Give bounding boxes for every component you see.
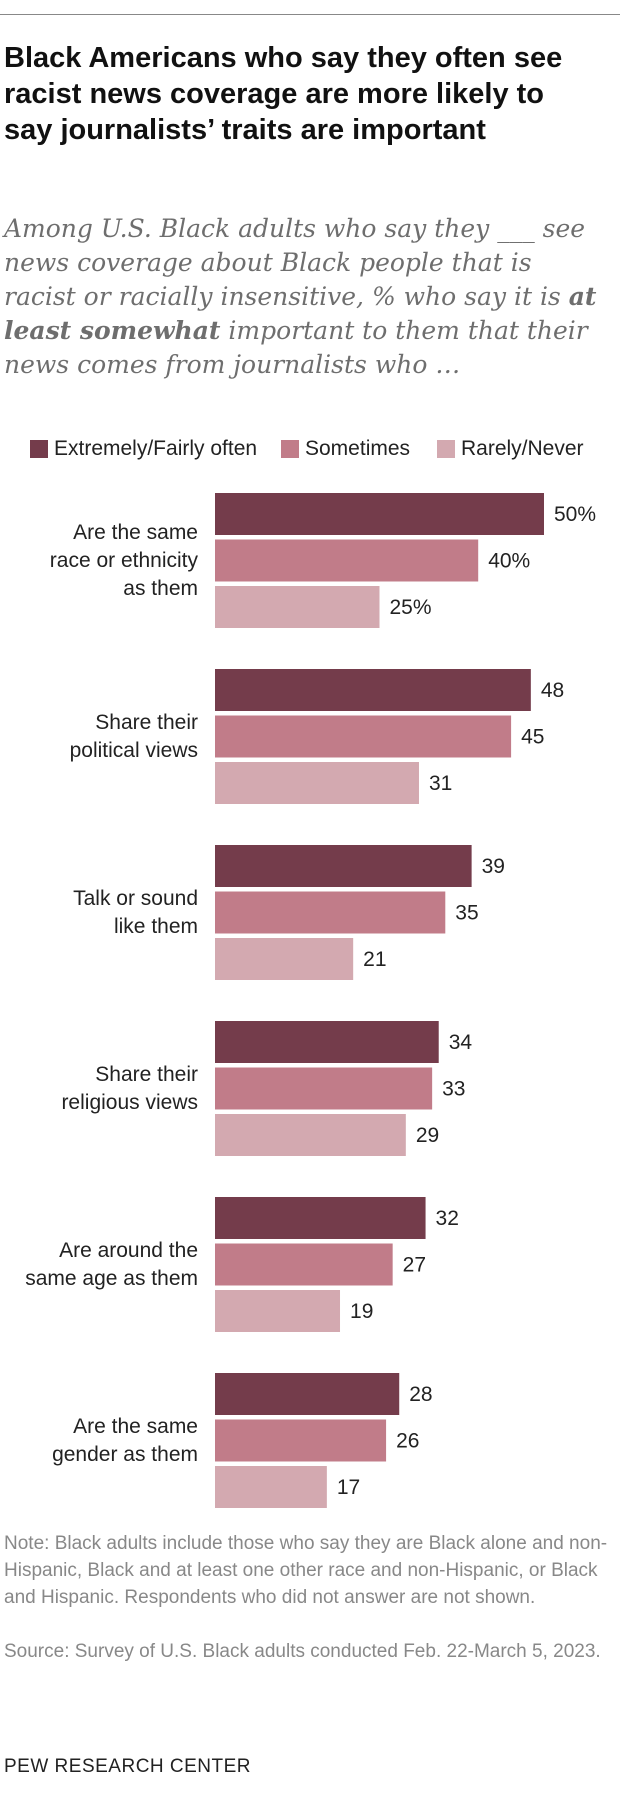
bar [215, 715, 512, 758]
legend-swatch [30, 440, 48, 458]
data-label: 26 [396, 1430, 419, 1453]
top-rule [0, 14, 620, 15]
category-label-line: Share their [95, 710, 198, 734]
legend-item-extremely-fairly-often: Extremely/Fairly often [30, 432, 257, 466]
bar-group: 50% 40% 25% [215, 493, 596, 628]
bar [215, 1290, 341, 1332]
data-label: 35 [455, 902, 478, 925]
category-label: Share their religious views [8, 1061, 198, 1117]
data-label: 48 [541, 679, 564, 702]
bar [215, 586, 380, 628]
legend-item-rarely-never: Rarely/Never [437, 432, 584, 466]
bar [215, 1067, 433, 1110]
data-label: 28 [409, 1383, 432, 1406]
bar [215, 845, 472, 887]
bar [215, 891, 446, 934]
data-label: 17 [337, 1476, 360, 1499]
category-label-line: as them [123, 576, 198, 600]
bar [215, 1419, 387, 1462]
bar [215, 1466, 327, 1508]
category-label-line: same age as them [25, 1266, 198, 1290]
category-label: Are the same gender as them [8, 1413, 198, 1469]
bar [215, 1373, 400, 1415]
legend-swatch [437, 440, 455, 458]
brand-logo-text: PEW RESEARCH CENTER [4, 1756, 252, 1777]
bar [215, 669, 531, 711]
legend-label: Sometimes [305, 437, 411, 460]
bar [215, 762, 419, 804]
data-label: 25% [390, 596, 432, 619]
bar [215, 493, 544, 535]
legend-swatch [281, 440, 299, 458]
data-label: 29 [416, 1124, 439, 1147]
data-label: 27 [403, 1254, 426, 1277]
subtitle-text-end: important to them that their news comes … [4, 316, 588, 379]
data-label: 40% [488, 550, 530, 573]
category-label: Talk or sound like them [8, 885, 198, 941]
data-label: 45 [521, 726, 544, 749]
data-label: 31 [429, 772, 452, 795]
bar-group: 28 26 17 [215, 1373, 433, 1508]
data-label: 19 [350, 1300, 373, 1323]
category-label: Are the same race or ethnicity as them [8, 519, 198, 603]
footer-note: Note: Black adults include those who say… [4, 1533, 608, 1608]
bar-group: 39 35 21 [215, 845, 505, 980]
category-label-line: religious views [61, 1090, 198, 1114]
category-label-line: Are around the [59, 1238, 198, 1262]
category-label-line: Share their [95, 1062, 198, 1086]
bar [215, 539, 479, 582]
data-label: 32 [436, 1207, 459, 1230]
bar [215, 1114, 406, 1156]
data-label: 50% [554, 503, 596, 526]
category-label-line: like them [113, 914, 198, 938]
chart-title: Black Americans who say they often see r… [4, 42, 563, 146]
legend-item-sometimes: Sometimes [281, 432, 410, 466]
bar-group: 48 45 31 [215, 669, 564, 804]
bar [215, 1021, 439, 1063]
data-label: 34 [449, 1031, 473, 1054]
bar [215, 938, 354, 980]
category-label: Are around the same age as them [8, 1237, 198, 1293]
bar [215, 1243, 393, 1286]
legend: Extremely/Fairly often Sometimes Rarely/… [0, 432, 620, 466]
data-label: 33 [442, 1078, 465, 1101]
category-label: Share their political views [8, 709, 198, 765]
subtitle-text: Among U.S. Black adults who say they ___… [4, 214, 586, 311]
category-label-line: Talk or sound [73, 886, 198, 910]
category-label-line: gender as them [52, 1442, 198, 1466]
subtitle-emphasis: at least somewhat [4, 282, 597, 345]
chart-subtitle: Among U.S. Black adults who say they ___… [4, 212, 604, 382]
category-label-line: political views [69, 738, 198, 762]
legend-label: Rarely/Never [461, 437, 584, 460]
legend-label: Extremely/Fairly often [54, 437, 258, 460]
data-label: 21 [363, 948, 386, 971]
category-label-line: Are the same [73, 1414, 198, 1438]
data-label: 39 [482, 855, 505, 878]
bar [215, 1197, 426, 1239]
category-label-line: race or ethnicity [49, 548, 198, 572]
bar-group: 32 27 19 [215, 1197, 459, 1332]
category-label-line: Are the same [73, 520, 198, 544]
footer-source: Source: Survey of U.S. Black adults cond… [4, 1641, 601, 1662]
